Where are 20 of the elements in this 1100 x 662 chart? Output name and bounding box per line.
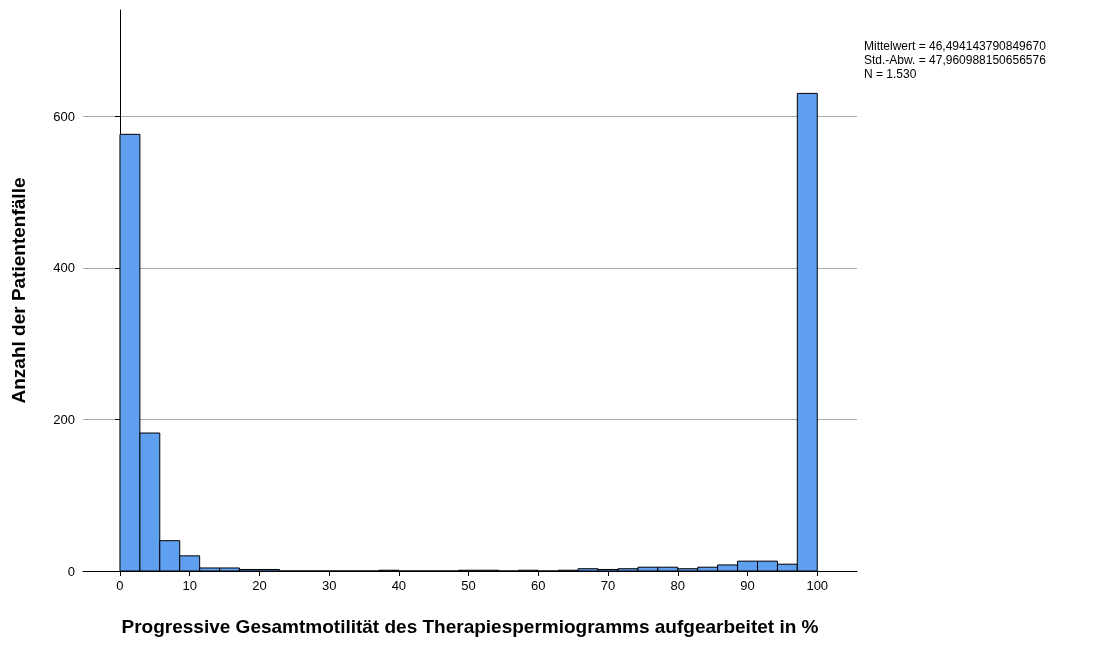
y-tick-label: 400 bbox=[53, 260, 75, 276]
text: Mittelwert = 46,494143790849670 bbox=[864, 39, 1047, 53]
y-axis-title: Anzahl der Patientenfälle bbox=[8, 177, 29, 404]
x-tick-label: 40 bbox=[391, 578, 407, 593]
x-tick-label: 80 bbox=[670, 578, 686, 593]
text: N = 1.530 bbox=[864, 67, 917, 81]
x-tick-label: 0 bbox=[116, 578, 124, 593]
y-tick-label: 200 bbox=[53, 411, 75, 427]
x-tick-label: 100 bbox=[806, 578, 829, 593]
x-tick-label: 70 bbox=[600, 578, 616, 593]
y-tick-label: 0 bbox=[67, 563, 75, 579]
text: Std.-Abw. = 47,960988150656576 bbox=[864, 53, 1047, 67]
x-tick-label: 90 bbox=[740, 578, 755, 593]
x-tick-label: 50 bbox=[461, 578, 476, 593]
x-tick-label: 60 bbox=[531, 578, 546, 593]
x-axis-title: Progressive Gesamtmotilität des Therapiespermiogramms aufgearbeitet in % bbox=[121, 615, 819, 637]
x-tick-label: 10 bbox=[182, 578, 197, 593]
x-tick-label: 30 bbox=[321, 578, 337, 593]
y-tick-label: 600 bbox=[53, 108, 75, 124]
x-tick-label: 20 bbox=[252, 578, 267, 593]
